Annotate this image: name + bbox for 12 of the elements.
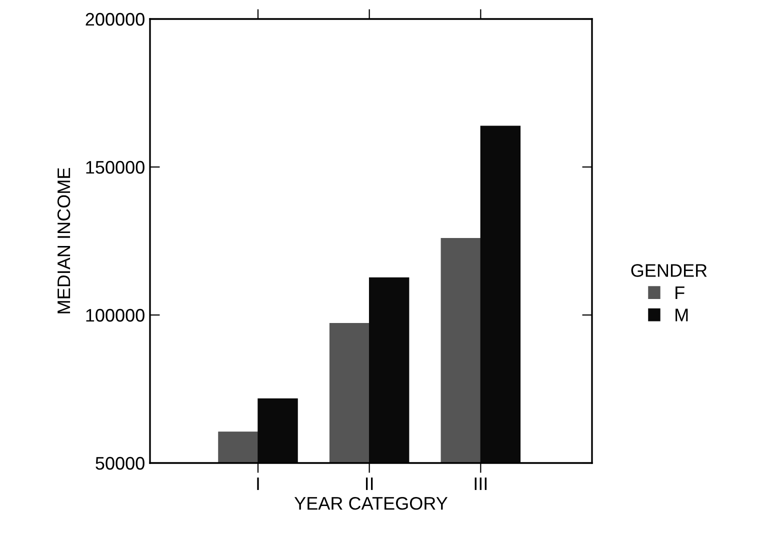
legend-label: M xyxy=(676,308,688,322)
x-axis-title: YEAR CATEGORY xyxy=(294,496,448,510)
y-axis-title: MEDIAN INCOME xyxy=(57,168,70,314)
y-tick-label: 200000 xyxy=(86,12,144,26)
y-tick-label: 150000 xyxy=(86,160,144,174)
x-tick-label: I xyxy=(257,478,259,490)
x-tick-label: II xyxy=(366,478,373,490)
y-tick-label: 100000 xyxy=(86,308,144,322)
x-tick-label: III xyxy=(474,478,487,490)
legend-label: F xyxy=(676,286,684,299)
legend-title: GENDER xyxy=(631,264,707,277)
y-tick-label: 50000 xyxy=(96,456,144,470)
